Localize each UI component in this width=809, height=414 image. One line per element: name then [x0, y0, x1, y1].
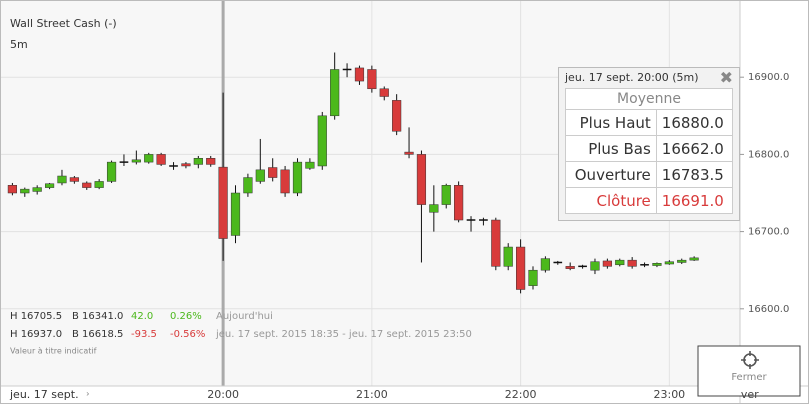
candle-body	[528, 269, 538, 286]
y-tick-label: 16800.0	[748, 149, 789, 160]
candle-body	[292, 161, 303, 194]
candle-body	[491, 219, 501, 267]
candle-body	[330, 69, 340, 117]
candle-body	[404, 151, 414, 155]
row-value: 16691.0	[655, 187, 734, 214]
candle-body	[57, 175, 67, 184]
info-low: B 16341.0	[72, 311, 123, 322]
instrument-title: Wall Street Cash (-)	[10, 17, 117, 30]
candle-body	[615, 259, 625, 266]
candle-body	[354, 67, 365, 82]
x-tick-label: 20:00	[207, 388, 239, 401]
candle-body	[627, 259, 637, 267]
info-change: 42.0	[131, 311, 153, 322]
candle-body	[69, 177, 79, 182]
candle-body	[454, 185, 464, 221]
info-low: B 16618.5	[72, 329, 123, 340]
candle-body	[317, 115, 327, 167]
x-tick-label: ver	[741, 388, 759, 401]
candle-body	[106, 161, 117, 182]
y-tick-label: 16600.0	[748, 304, 789, 315]
tooltip-title: jeu. 17 sept. 20:00 (5m)	[565, 71, 699, 84]
crosshair-icon	[741, 351, 759, 369]
x-tick-label: 21:00	[356, 388, 388, 401]
candle-body	[553, 261, 563, 264]
candle-body	[94, 181, 104, 188]
info-high: H 16705.5	[10, 311, 62, 322]
y-tick-label: 16700.0	[748, 227, 789, 238]
candle-body	[441, 185, 451, 205]
candle-body	[379, 88, 389, 97]
tooltip-header: jeu. 17 sept. 20:00 (5m) ✖	[559, 68, 739, 88]
candle-body	[119, 161, 129, 163]
row-label: Ouverture	[565, 161, 657, 188]
candle-body	[156, 154, 166, 165]
candle-body	[280, 169, 290, 194]
candle-body	[218, 166, 228, 239]
candle-body	[32, 187, 42, 192]
row-value: 16880.0	[655, 109, 734, 136]
candle-body	[590, 261, 600, 271]
candle-body	[82, 182, 92, 188]
candle-body	[193, 158, 203, 165]
candle-body	[689, 257, 699, 261]
close-button[interactable]: Fermer	[697, 345, 801, 397]
date-arrow: ›	[86, 390, 90, 400]
candle-body	[169, 165, 178, 167]
candle-body	[429, 204, 439, 213]
candle-body	[206, 158, 216, 165]
candle-body	[578, 265, 587, 268]
candle-body	[466, 219, 476, 221]
candle-body	[416, 154, 427, 205]
candle-body	[230, 192, 241, 236]
info-high: H 16937.0	[10, 329, 62, 340]
info-period: jeu. 17 sept. 2015 18:35 - jeu. 17 sept.…	[215, 329, 472, 340]
candle-body	[7, 185, 17, 194]
candle-body	[677, 259, 687, 263]
candle-body	[392, 100, 402, 132]
info-change-pct: -0.56%	[170, 329, 205, 340]
x-tick-label: 23:00	[653, 388, 685, 401]
candle-body	[479, 219, 488, 221]
date-label: jeu. 17 sept.	[9, 388, 79, 401]
candle-body	[44, 183, 55, 188]
info-note: Valeur à titre indicatif	[10, 347, 97, 356]
interval: 5m	[10, 38, 28, 51]
row-label: Clôture	[565, 187, 657, 214]
info-period: Aujourd'hui	[216, 311, 273, 322]
candle-body	[602, 260, 612, 267]
candle-body	[342, 68, 352, 71]
candle-body	[131, 159, 141, 163]
candle-body	[268, 167, 278, 178]
candle-body	[503, 246, 513, 267]
row-value: 16783.5	[655, 161, 734, 188]
candle-body	[20, 188, 30, 194]
info-change-pct: 0.26%	[170, 311, 202, 322]
tooltip-close[interactable]: ✖	[719, 68, 733, 87]
candle-body	[565, 266, 575, 269]
row-value: 16662.0	[655, 135, 734, 162]
candle-body	[367, 69, 377, 90]
x-tick-label: 22:00	[505, 388, 537, 401]
tooltip: jeu. 17 sept. 20:00 (5m) ✖ Moyenne Plus H…	[558, 67, 740, 221]
button-label[interactable]: Fermer	[731, 372, 767, 383]
tooltip-heading: Moyenne	[565, 88, 733, 110]
axis-background	[740, 0, 809, 404]
row-label: Plus Bas	[565, 135, 657, 162]
y-tick-label: 16900.0	[748, 72, 789, 83]
candle-body	[640, 264, 649, 266]
candle-body	[516, 246, 526, 290]
candle-body	[664, 261, 674, 265]
candle-body	[305, 161, 315, 169]
row-label: Plus Haut	[565, 109, 657, 136]
candle-body	[181, 163, 191, 167]
candle-body	[243, 177, 253, 194]
candle-body	[652, 263, 662, 266]
candle-body	[144, 154, 154, 163]
info-change: -93.5	[131, 329, 157, 340]
candle-body	[255, 169, 265, 182]
tooltip-table: Moyenne Plus Haut 16880.0 Plus Bas 16662.0…	[565, 88, 734, 214]
candle-body	[540, 258, 550, 271]
